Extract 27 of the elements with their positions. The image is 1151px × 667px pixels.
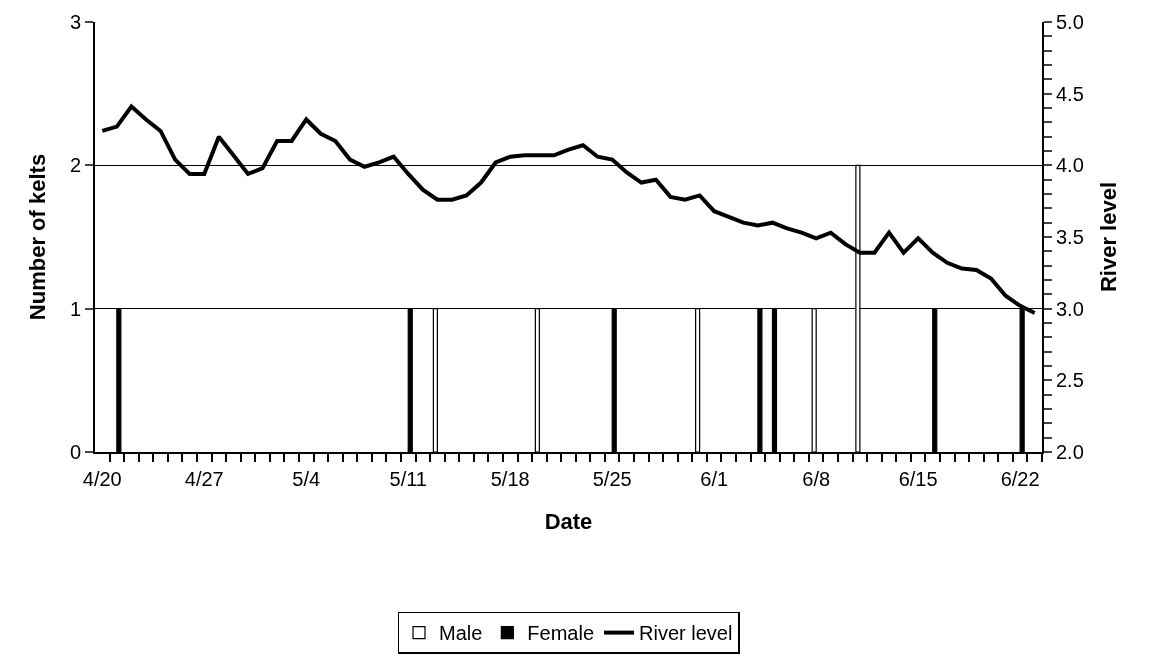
legend-label: River level (639, 622, 733, 645)
x-tick-label: 5/11 (389, 468, 427, 490)
x-tick-label: 4/20 (82, 468, 122, 490)
x-axis-title: Date (544, 509, 593, 535)
y2-tick-label: 2.0 (1056, 441, 1084, 463)
x-tick-label: 5/4 (292, 468, 321, 490)
legend-label: Female (527, 622, 595, 645)
y-tick-label: 3 (69, 11, 81, 33)
x-tick-label: 5/25 (592, 468, 632, 490)
x-tick-label: 6/22 (1000, 468, 1040, 490)
y2-axis-title: River level (1096, 181, 1122, 293)
y2-tick-label: 5.0 (1056, 11, 1084, 33)
y-tick-label: 2 (69, 154, 81, 177)
y-axis-title: Number of kelts (25, 153, 51, 321)
y2-tick-label: 3.0 (1056, 297, 1084, 320)
x-tick-label: 6/1 (700, 468, 729, 490)
legend-label: Male (439, 622, 483, 645)
x-tick-label: 6/15 (898, 468, 938, 490)
y2-tick-label: 4.0 (1056, 154, 1084, 177)
y2-tick-label: 4.5 (1056, 82, 1084, 105)
x-tick-label: 4/27 (184, 468, 224, 490)
y-tick-label: 0 (69, 441, 81, 463)
x-tick-label: 6/8 (802, 468, 831, 490)
y2-tick-label: 2.5 (1056, 369, 1084, 392)
y2-tick-label: 3.5 (1056, 226, 1084, 248)
y-tick-label: 1 (69, 297, 81, 320)
x-tick-label: 5/18 (490, 468, 530, 490)
